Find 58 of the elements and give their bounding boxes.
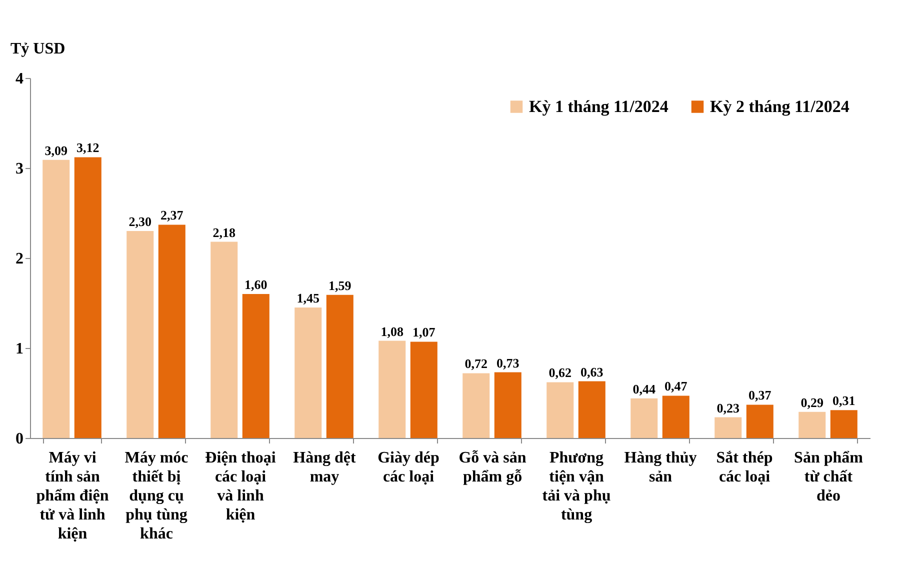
data-label: 0,44	[632, 381, 656, 396]
x-tick-label: Máy móc thiết bị dụng cụ phụ tùng khác	[124, 450, 188, 542]
bar	[410, 342, 438, 438]
data-label: 1,59	[328, 278, 352, 293]
data-label: 1,07	[412, 324, 436, 340]
bar	[42, 160, 70, 438]
bar	[74, 157, 102, 438]
bar	[326, 294, 354, 438]
bar	[714, 417, 742, 438]
bar	[746, 404, 774, 438]
bar	[830, 410, 858, 438]
data-label: 1,60	[244, 277, 268, 292]
y-tick-label: 0	[16, 430, 24, 448]
x-tick-label: Điện thoại các loại và linh kiện	[205, 450, 276, 524]
bar	[294, 308, 322, 438]
data-label: 0,72	[464, 356, 488, 372]
data-label: 1,08	[380, 324, 404, 339]
x-tick-label: Hàng dệt may	[293, 450, 357, 486]
data-label: 2,18	[212, 224, 236, 240]
bar	[378, 340, 406, 438]
x-tick-label: Sản phẩm từ chất dẻo	[794, 450, 864, 504]
bar	[546, 382, 574, 438]
data-label: 0,63	[580, 364, 604, 380]
bar	[662, 396, 690, 438]
x-tick-label: Phương tiện vận tải và phụ tùng	[542, 450, 611, 524]
bar	[494, 372, 522, 438]
bar	[578, 381, 606, 438]
data-label: 0,37	[748, 388, 772, 403]
legend-label: Kỳ 1 tháng 11/2024	[529, 96, 669, 116]
data-label: 0,62	[548, 365, 572, 380]
y-tick-label: 3	[16, 160, 24, 178]
bar	[158, 224, 186, 438]
data-label: 0,29	[800, 394, 824, 410]
x-tick-label: Máy vi tính sản phẩm điện tử và linh kiện	[36, 450, 109, 542]
x-tick-label: Hàng thủy sản	[624, 450, 697, 486]
y-tick-label: 4	[16, 70, 24, 88]
data-label: 0,23	[716, 400, 740, 416]
bar	[126, 231, 154, 438]
data-label: 1,45	[296, 290, 320, 306]
data-label: 0,47	[664, 378, 688, 394]
bar	[210, 242, 238, 438]
x-tick-label: Giày dép các loại	[378, 450, 440, 486]
x-tick-label: Gỗ và sản phẩm gỗ	[458, 450, 526, 486]
bar	[798, 412, 826, 438]
data-label: 3,09	[44, 142, 68, 158]
bar	[242, 294, 270, 438]
x-tick-label: Sắt thép các loại	[716, 450, 773, 486]
bar	[462, 373, 490, 438]
data-label: 2,37	[160, 208, 184, 223]
data-label: 2,30	[128, 214, 152, 229]
data-label: 3,12	[76, 140, 100, 156]
y-tick-label: 2	[16, 250, 24, 268]
data-label: 0,31	[832, 393, 856, 408]
legend-label: Kỳ 2 tháng 11/2024	[710, 96, 850, 116]
data-label: 0,73	[496, 355, 520, 370]
y-tick-label: 1	[16, 340, 24, 358]
bar	[630, 398, 658, 438]
y-axis-title: Tỷ USD	[10, 40, 66, 58]
